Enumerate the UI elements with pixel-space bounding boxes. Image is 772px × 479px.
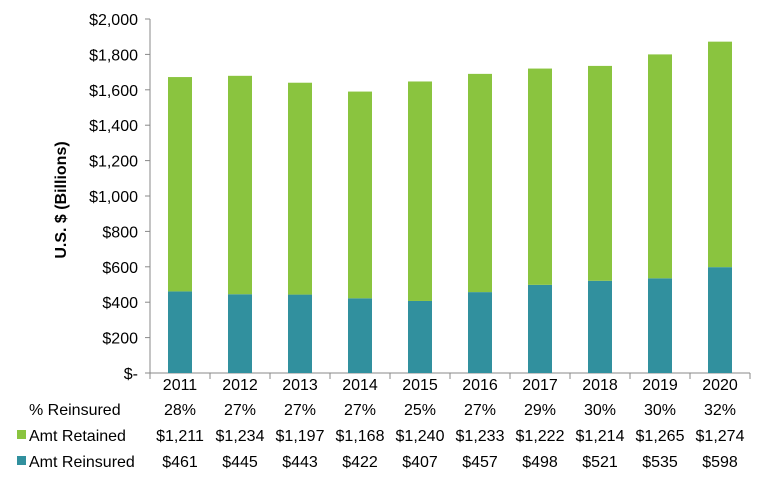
x-tick-label: 2020 [702, 377, 738, 394]
bar-retained-2017 [528, 68, 552, 285]
x-axis-ticks: 2011 2012 2013 2014 2015 2016 2017 2018 2019 2020 [149, 373, 751, 394]
bar-retained-2019 [648, 54, 672, 279]
x-tick-label: 2015 [402, 377, 438, 394]
cell-amt-retained: $1,274 [696, 428, 745, 445]
bars [168, 41, 732, 373]
y-tick-label: $600 [102, 260, 138, 277]
bar-reinsured-2020 [708, 267, 732, 373]
y-tick-label: $400 [102, 295, 138, 312]
x-tick-label: 2017 [522, 377, 558, 394]
cell-amt-reinsured: $443 [282, 454, 318, 471]
cell-amt-retained: $1,214 [576, 428, 625, 445]
bar-retained-2016 [468, 73, 492, 293]
row-label-percent-reinsured: % Reinsured [29, 402, 121, 419]
cell-percent-reinsured: 32% [704, 402, 736, 419]
cell-percent-reinsured: 27% [344, 402, 376, 419]
bar-reinsured-2012 [228, 294, 252, 373]
cell-percent-reinsured: 28% [164, 402, 196, 419]
data-table: % Reinsured Amt Retained Amt Reinsured 2… [17, 402, 745, 471]
cell-amt-reinsured: $535 [642, 454, 678, 471]
cell-percent-reinsured: 27% [464, 402, 496, 419]
legend-swatch-reinsured [17, 456, 26, 465]
cell-amt-reinsured: $521 [582, 454, 618, 471]
cell-amt-retained: $1,211 [156, 428, 204, 445]
bar-retained-2015 [408, 81, 432, 301]
cell-percent-reinsured: 25% [404, 402, 436, 419]
x-tick-label: 2014 [342, 377, 378, 394]
x-tick-label: 2016 [462, 377, 498, 394]
cell-amt-retained: $1,265 [636, 428, 685, 445]
cell-amt-reinsured: $598 [702, 454, 738, 471]
legend-swatch-retained [17, 430, 26, 439]
x-tick-label: 2011 [163, 377, 198, 394]
y-tick-label: $2,000 [89, 12, 138, 29]
bar-reinsured-2016 [468, 292, 492, 373]
y-tick-label: $800 [102, 224, 138, 241]
cell-percent-reinsured: 30% [584, 402, 616, 419]
y-tick-label: $1,000 [89, 189, 138, 206]
cell-amt-retained: $1,197 [276, 428, 325, 445]
bar-reinsured-2011 [168, 291, 192, 373]
bar-reinsured-2018 [588, 280, 612, 373]
bar-reinsured-2019 [648, 278, 672, 373]
cell-percent-reinsured: 29% [524, 402, 556, 419]
bar-retained-2013 [288, 82, 312, 295]
x-tick-label: 2019 [642, 377, 678, 394]
y-axis-label: U.S. $ (Billions) [53, 141, 70, 258]
bar-reinsured-2013 [288, 294, 312, 373]
bar-retained-2020 [708, 41, 732, 268]
x-tick-label: 2018 [582, 377, 618, 394]
y-tick-label: $1,200 [89, 154, 138, 171]
bar-reinsured-2015 [408, 300, 432, 373]
cell-amt-reinsured: $422 [342, 454, 378, 471]
bar-retained-2012 [228, 75, 252, 295]
row-label-amt-retained: Amt Retained [29, 428, 126, 445]
y-tick-label: $200 [102, 331, 138, 348]
y-axis-ticks: $- $200 $400 $600 $800 $1,000 $1,200 $1,400 $1,6… [89, 12, 150, 383]
cell-amt-reinsured: $461 [162, 454, 198, 471]
cell-amt-reinsured: $407 [402, 454, 438, 471]
bar-retained-2011 [168, 77, 192, 292]
cell-amt-retained: $1,168 [336, 428, 385, 445]
cell-amt-retained: $1,240 [396, 428, 445, 445]
y-tick-label: $1,400 [89, 118, 138, 135]
cell-amt-reinsured: $445 [222, 454, 258, 471]
cell-amt-retained: $1,222 [516, 428, 565, 445]
cell-percent-reinsured: 27% [284, 402, 316, 419]
y-tick-label: $1,600 [89, 83, 138, 100]
cell-percent-reinsured: 27% [224, 402, 256, 419]
x-tick-label: 2013 [282, 377, 318, 394]
cell-amt-reinsured: $457 [462, 454, 498, 471]
cell-amt-retained: $1,233 [456, 428, 505, 445]
y-tick-label: $- [124, 366, 138, 383]
bar-reinsured-2014 [348, 298, 372, 373]
cell-amt-reinsured: $498 [522, 454, 558, 471]
cell-percent-reinsured: 30% [644, 402, 676, 419]
x-tick-label: 2012 [222, 377, 258, 394]
bar-retained-2014 [348, 91, 372, 299]
bar-reinsured-2017 [528, 284, 552, 373]
bar-retained-2018 [588, 65, 612, 281]
row-label-amt-reinsured: Amt Reinsured [29, 454, 135, 471]
cell-amt-retained: $1,234 [216, 428, 265, 445]
y-tick-label: $1,800 [89, 47, 138, 64]
